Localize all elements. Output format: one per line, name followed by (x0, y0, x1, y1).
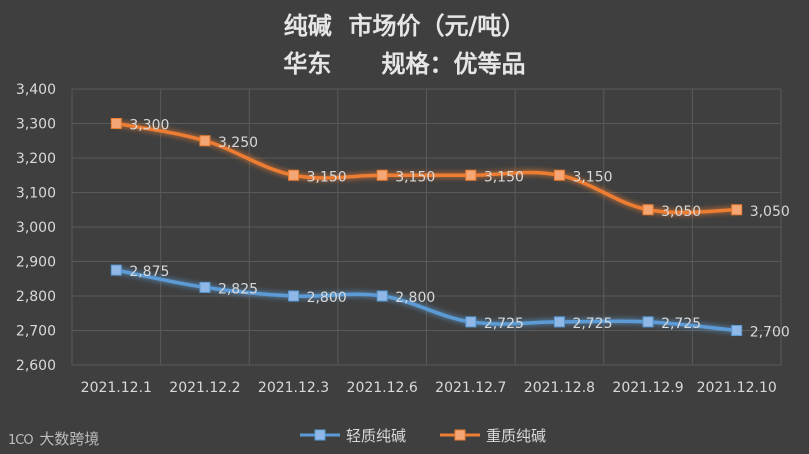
data-label: 2,800 (395, 290, 435, 306)
watermark: 1CO 大数跨境 (8, 428, 99, 449)
x-tick-label: 2021.12.2 (169, 380, 240, 396)
data-point (199, 281, 211, 293)
data-point (731, 325, 743, 336)
data-point (642, 316, 654, 328)
legend-item-heavy: 重质纯碱 (440, 427, 546, 445)
data-label: 2,725 (661, 316, 701, 332)
y-tick-label: 3,300 (16, 117, 56, 133)
data-label: 3,150 (572, 169, 612, 185)
data-point (288, 169, 300, 181)
data-point (110, 118, 122, 129)
data-label: 2,825 (218, 281, 258, 297)
data-label: 3,150 (395, 169, 435, 185)
x-tick-label: 2021.12.1 (81, 380, 152, 396)
data-point (199, 135, 211, 147)
y-tick-label: 3,200 (16, 151, 56, 167)
chart-subtitle: 华东 规格：优等品 (283, 50, 526, 78)
x-tick-label: 2021.12.7 (435, 380, 506, 396)
data-label: 2,875 (129, 264, 169, 280)
data-point (110, 264, 122, 276)
data-label: 2,725 (484, 316, 524, 332)
data-label: 2,800 (307, 290, 347, 306)
data-label: 3,150 (484, 169, 524, 185)
x-tick-label: 2021.12.9 (612, 380, 683, 396)
data-label: 2,725 (572, 316, 612, 332)
y-tick-label: 2,600 (16, 358, 56, 374)
data-label: 3,250 (218, 135, 258, 151)
data-point (288, 290, 300, 302)
series-light: 2,875 2,825 2,800 2,800 2,725 2,725 2,725 2,700 (110, 264, 790, 341)
legend-marker (454, 429, 466, 441)
series-line (115, 268, 737, 333)
data-label: 2,700 (750, 325, 790, 341)
data-point (553, 169, 565, 181)
data-point (731, 204, 743, 216)
data-point (376, 169, 388, 181)
y-tick-label: 3,000 (16, 220, 56, 236)
watermark-text: 大数跨境 (39, 430, 100, 448)
data-point (465, 316, 477, 328)
data-label: 3,300 (129, 118, 169, 134)
legend-item-light: 轻质纯碱 (300, 427, 406, 445)
y-tick-label: 3,100 (16, 186, 56, 202)
x-tick-label: 2021.12.6 (347, 380, 418, 396)
legend-label: 轻质纯碱 (346, 427, 406, 445)
data-label: 3,050 (750, 204, 790, 220)
watermark-logo: 1CO (8, 433, 34, 448)
data-point (465, 169, 477, 181)
legend-label: 重质纯碱 (486, 427, 546, 445)
data-point (553, 316, 565, 328)
x-tick-label: 2021.12.3 (258, 380, 329, 396)
series-heavy: 3,300 3,250 3,150 3,150 3,150 3,150 3,050 3,050 (110, 118, 790, 220)
series-line (115, 121, 737, 215)
data-point (642, 204, 654, 216)
y-tick-label: 2,900 (16, 255, 56, 271)
data-label: 3,050 (661, 204, 701, 220)
y-tick-label: 2,800 (16, 289, 56, 305)
data-point (376, 290, 388, 302)
data-label: 3,150 (307, 169, 347, 185)
chart-title: 纯碱 市场价（元/吨） (283, 12, 526, 40)
y-tick-label: 2,700 (16, 324, 56, 340)
legend-marker (314, 429, 326, 441)
y-tick-label: 3,400 (16, 82, 56, 98)
x-tick-label: 2021.12.8 (524, 380, 595, 396)
x-tick-label: 2021.12.10 (697, 380, 777, 396)
